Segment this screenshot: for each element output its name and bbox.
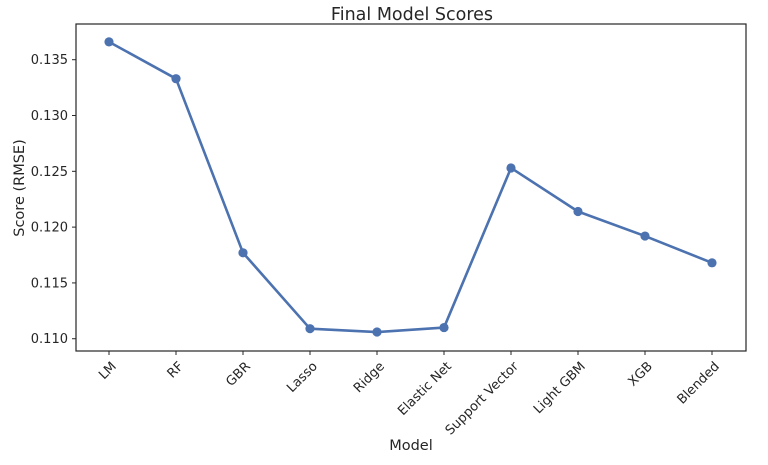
data-point <box>439 322 449 333</box>
data-point <box>305 324 315 334</box>
y-tick-label: 0.135 <box>31 53 68 68</box>
data-point <box>707 258 717 268</box>
series-line <box>107 40 714 334</box>
x-tick-label: Elastic Net <box>395 359 455 419</box>
x-axis-label: Model <box>389 438 433 454</box>
data-point <box>238 248 248 258</box>
x-tick-label: Light GBM <box>531 359 589 417</box>
x-tick-label: RF <box>165 359 187 381</box>
y-axis-label: Score (RMSE) <box>12 139 28 237</box>
x-tick-label: Support Vector <box>443 359 523 439</box>
y-tick-label: 0.130 <box>31 109 68 124</box>
y-tick-label: 0.115 <box>31 276 68 291</box>
x-tick-label: Ridge <box>351 359 388 396</box>
x-tick-label: LM <box>96 359 120 383</box>
data-point <box>640 231 650 241</box>
y-tick-label: 0.110 <box>31 332 68 347</box>
data-point <box>506 163 516 173</box>
x-tick-label: XGB <box>625 359 655 389</box>
x-tick-label: GBR <box>223 359 253 389</box>
x-tick-label: Lasso <box>284 359 321 396</box>
series-layer <box>104 37 717 337</box>
y-tick-label: 0.125 <box>31 165 68 180</box>
data-point <box>573 206 583 217</box>
chart-title: Final Model Scores <box>331 5 493 25</box>
y-tick-label: 0.120 <box>31 221 68 236</box>
data-point <box>104 37 114 47</box>
plot-area <box>75 23 747 352</box>
y-axis: 0.110 0.115 0.120 0.125 0.130 0.135 <box>31 53 76 347</box>
data-point <box>171 74 181 84</box>
data-point <box>372 327 382 337</box>
x-tick-label: Blended <box>675 359 723 407</box>
